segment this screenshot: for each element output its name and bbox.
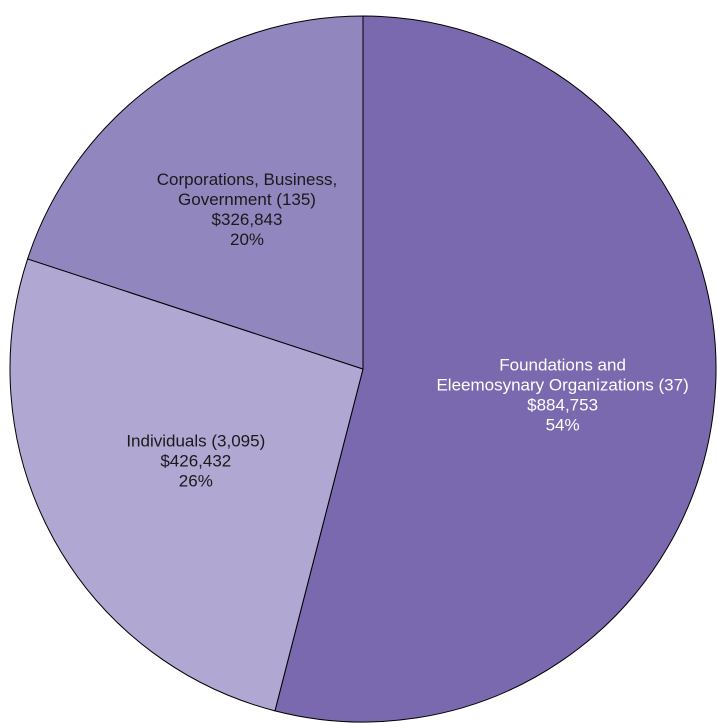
pie-slice-0 <box>274 15 717 723</box>
slice-name-line: Government (135) <box>178 190 316 209</box>
slice-name-line: Foundations and <box>499 355 626 374</box>
pie-slice-label-1: Individuals (3,095) $426,432 26% <box>126 432 265 491</box>
pie-slice-2 <box>27 15 364 370</box>
slice-percent: 26% <box>179 472 213 491</box>
pie-slice-label-0: Foundations and Eleemosynary Organization… <box>436 355 688 434</box>
slice-amount: $884,753 <box>527 395 598 414</box>
slice-percent: 20% <box>230 230 264 249</box>
pie-slice-label-2: Corporations, Business, Government (135) $… <box>157 170 337 249</box>
slice-amount: $426,432 <box>160 452 231 471</box>
pie-slices <box>9 15 717 723</box>
slice-percent: 54% <box>546 415 580 434</box>
slice-amount: $326,843 <box>212 210 283 229</box>
slice-name-line: Corporations, Business, <box>157 170 337 189</box>
pie-slice-1 <box>9 258 364 712</box>
slice-name-line: Eleemosynary Organizations (37) <box>436 375 688 394</box>
slice-name-line: Individuals (3,095) <box>126 432 265 451</box>
pie-labels: Foundations and Eleemosynary Organization… <box>126 170 688 491</box>
